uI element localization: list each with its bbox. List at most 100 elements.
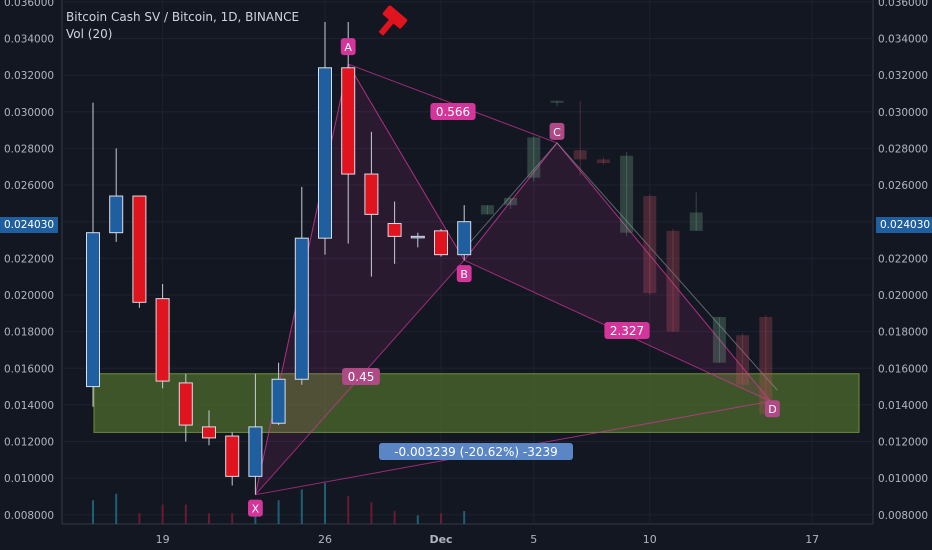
volume-indicator-label[interactable]: Vol (20) — [66, 27, 113, 41]
candle-body — [410, 235, 425, 239]
y-tick-label-right: 0.036000 — [878, 0, 928, 9]
projected-candle — [527, 137, 541, 178]
candle-body — [434, 230, 448, 256]
projected-candle — [504, 197, 518, 206]
candle-body — [341, 67, 356, 175]
candles — [86, 21, 472, 495]
measure-label-bg — [379, 443, 573, 460]
pattern-point-x-bg — [247, 499, 263, 517]
x-tick-label: 10 — [643, 533, 657, 546]
projected-candle — [689, 212, 703, 231]
grid — [61, 0, 874, 525]
ratio-label-ab: 0.566 — [436, 105, 470, 119]
candle-body — [364, 173, 379, 215]
candle-body — [387, 223, 402, 237]
ratio-label-ab-bg — [430, 103, 476, 120]
pattern-point-d-bg — [765, 400, 780, 418]
ratio-label-xb-bg — [342, 368, 380, 385]
projected-candle — [480, 205, 494, 215]
projected-candle — [736, 335, 750, 385]
projected-candle — [643, 196, 657, 294]
candle-body — [178, 382, 193, 426]
y-tick-label-right: 0.008000 — [878, 510, 928, 522]
y-tick-label-right: 0.028000 — [878, 143, 928, 155]
y-tick-label-left: 0.016000 — [4, 363, 54, 375]
candle-body — [86, 232, 100, 388]
volume-bars — [92, 482, 466, 524]
y-tick-label-left: 0.028000 — [4, 143, 54, 155]
y-tick-label-left: 0.018000 — [4, 327, 54, 339]
y-tick-label-left: 0.032000 — [4, 70, 54, 82]
x-tick-label: 5 — [530, 533, 537, 546]
y-tick-label-right: 0.022000 — [878, 253, 928, 265]
y-tick-label-left: 0.034000 — [4, 33, 54, 45]
candle-body — [271, 378, 286, 424]
candle-body — [294, 237, 309, 380]
pattern-point-b: B — [460, 268, 468, 281]
x-tick-label: Dec — [429, 533, 452, 546]
candle-body — [248, 426, 263, 477]
projected-candle — [759, 316, 773, 415]
projection-line — [556, 142, 778, 391]
y-tick-label-left: 0.022000 — [4, 253, 54, 265]
projected-candle — [596, 159, 610, 164]
time-axis: 19 26 Dec 5 10 17 — [156, 533, 820, 546]
y-tick-label-left: 0.008000 — [4, 510, 54, 522]
y-tick-label-left: 0.030000 — [4, 107, 54, 119]
pattern-triangle-xab — [255, 64, 465, 495]
y-tick-label-right: 0.010000 — [878, 473, 928, 485]
y-tick-label-left: 0.036000 — [4, 0, 54, 9]
pattern-point-c: C — [553, 126, 561, 139]
ratio-label-bd: 2.327 — [610, 324, 644, 338]
y-tick-label-left: 0.010000 — [4, 473, 54, 485]
candle-body — [457, 221, 472, 256]
y-tick-label-right: 0.026000 — [878, 180, 928, 192]
projected-candle — [573, 150, 587, 160]
gavel-icon[interactable] — [372, 5, 408, 42]
projection-line — [463, 142, 558, 250]
y-tick-label-right: 0.030000 — [878, 107, 928, 119]
pattern-point-d: D — [768, 403, 776, 416]
projected-candles — [480, 100, 773, 416]
projected-candle — [666, 230, 680, 332]
y-tick-label-right: 0.020000 — [878, 290, 928, 302]
candle-body — [225, 435, 240, 477]
pattern-point-a: A — [344, 41, 352, 54]
left-price-axis: 0.036000 0.034000 0.032000 0.030000 0.028000… — [4, 0, 54, 522]
x-tick-label: 19 — [156, 533, 170, 546]
candle-body — [132, 195, 147, 303]
y-tick-label-right: 0.032000 — [878, 70, 928, 82]
pattern-point-x: X — [252, 503, 260, 516]
y-tick-label-right: 0.014000 — [878, 400, 928, 412]
candle-body — [155, 298, 170, 382]
x-tick-label: 17 — [805, 533, 819, 546]
y-tick-label-left: 0.026000 — [4, 180, 54, 192]
y-tick-label-right: 0.034000 — [878, 33, 928, 45]
pattern-labels: X A B C D 0.566 0.45 2.327 -0.003239 (-20.62%) -… — [247, 38, 780, 517]
ratio-label-bd-bg — [604, 322, 650, 339]
right-price-axis: 0.036000 0.034000 0.032000 0.030000 0.028000… — [878, 0, 928, 522]
left-current-price-badge: 0.024030 — [0, 217, 58, 233]
chart-title: Bitcoin Cash SV / Bitcoin, 1D, BINANCE — [66, 10, 300, 24]
y-tick-label-left: 0.014000 — [4, 400, 54, 412]
candle-body — [202, 426, 216, 439]
y-tick-label-right: 0.012000 — [878, 437, 928, 449]
pattern-triangle-bcd — [464, 142, 771, 402]
candle-body — [109, 195, 124, 234]
pattern-point-c-bg — [549, 122, 565, 140]
y-tick-label-right: 0.018000 — [878, 327, 928, 339]
pattern-point-a-bg — [340, 38, 356, 56]
candle-body — [318, 67, 332, 239]
x-tick-label: 26 — [318, 533, 332, 546]
ratio-label-xb: 0.45 — [348, 370, 375, 384]
y-tick-label-left: 0.012000 — [4, 437, 54, 449]
y-tick-label-right: 0.016000 — [878, 363, 928, 375]
projected-candle — [550, 100, 564, 103]
projected-candle — [620, 155, 634, 233]
right-current-price-badge: 0.024030 — [876, 217, 932, 233]
projected-candle — [712, 316, 726, 363]
measure-label: -0.003239 (-20.62%) -3239 — [394, 445, 558, 459]
y-tick-label-left: 0.020000 — [4, 290, 54, 302]
